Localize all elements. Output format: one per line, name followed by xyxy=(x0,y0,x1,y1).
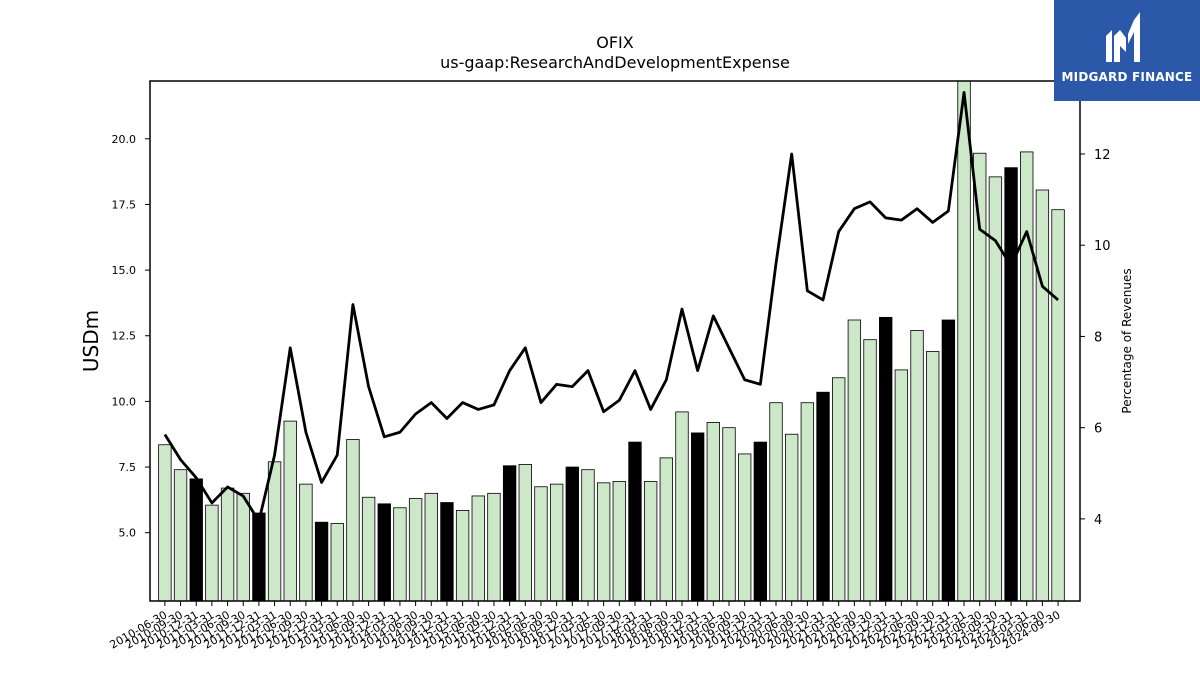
bar-2024-09-30 xyxy=(1051,209,1065,602)
bar-2020-12-31 xyxy=(816,391,830,602)
chart-subtitle: us-gaap:ResearchAndDevelopmentExpense xyxy=(440,53,790,72)
y-tick-label: 12.5 xyxy=(112,330,137,343)
bar-2022-12-31 xyxy=(941,319,956,602)
bar-2022-06-30 xyxy=(910,330,924,602)
bar-2024-03-31 xyxy=(1020,151,1034,602)
y-right-tick-label: 4 xyxy=(1094,513,1102,528)
bar-2017-06-30 xyxy=(596,482,611,602)
bar-2021-09-30 xyxy=(863,339,877,602)
bar-2013-03-31 xyxy=(330,523,344,602)
bar-2021-06-30 xyxy=(847,319,862,602)
bar-2012-12-31 xyxy=(314,521,329,602)
bar-2015-06-30 xyxy=(471,495,485,602)
y-right-tick-label: 6 xyxy=(1094,422,1102,437)
bar-2019-12-31 xyxy=(753,441,768,602)
bar-2013-12-31 xyxy=(377,503,391,602)
bar-2014-09-30 xyxy=(424,492,438,602)
bar-2014-06-30 xyxy=(408,498,423,602)
bar-2011-12-31 xyxy=(252,512,266,602)
bar-2019-06-30 xyxy=(722,427,736,602)
y-tick-label: 5.0 xyxy=(119,527,137,540)
pct-revenue-line xyxy=(163,91,1059,523)
bar-2010-09-30 xyxy=(173,469,188,602)
y-right-tick-label: 8 xyxy=(1094,330,1102,345)
y-tick-label: 7.5 xyxy=(119,461,137,474)
y-tick-label: 20.0 xyxy=(112,133,137,146)
bar-2013-09-30 xyxy=(361,496,376,602)
bar-2024-06-30 xyxy=(1035,189,1050,602)
bar-2017-09-30 xyxy=(612,481,626,602)
y-tick-label: 10.0 xyxy=(112,395,137,408)
bar-2018-06-30 xyxy=(659,457,673,602)
bar-2012-09-30 xyxy=(299,483,313,602)
y-tick-label: 15.0 xyxy=(112,264,137,277)
y-right-tick-label: 12 xyxy=(1094,148,1111,163)
bar-2019-09-30 xyxy=(738,453,752,602)
bar-2016-12-31 xyxy=(565,466,579,602)
bar-2010-06-30 xyxy=(158,444,172,602)
bar-2014-12-31 xyxy=(440,502,454,602)
bar-2016-03-31 xyxy=(518,464,532,602)
brand-name: MIDGARD FINANCE xyxy=(1061,70,1193,84)
bar-2023-12-31 xyxy=(1004,167,1018,602)
bar-2016-06-30 xyxy=(534,486,548,602)
chart-title: OFIX xyxy=(596,33,634,52)
midgard-logo-icon xyxy=(1106,12,1140,62)
bar-2016-09-30 xyxy=(549,483,564,602)
bar-2011-06-30 xyxy=(220,487,235,602)
bar-2020-03-31 xyxy=(769,402,783,602)
y-axis-label: USDm xyxy=(79,310,103,372)
bar-2017-12-31 xyxy=(628,441,642,602)
bar-2011-09-30 xyxy=(236,492,250,602)
bar-2010-12-31 xyxy=(189,478,203,602)
bar-2018-03-31 xyxy=(643,481,658,602)
y-right-tick-label: 10 xyxy=(1094,239,1111,254)
bar-2014-03-31 xyxy=(393,507,407,602)
bar-2012-06-30 xyxy=(283,420,297,602)
bar-2015-09-30 xyxy=(487,492,501,602)
bar-2022-03-31 xyxy=(894,369,909,602)
plot-frame xyxy=(149,80,1081,602)
y-tick-label: 17.5 xyxy=(112,198,137,211)
bar-2012-03-31 xyxy=(267,461,282,602)
bar-2020-06-30 xyxy=(785,433,799,602)
bar-2022-09-30 xyxy=(926,351,940,602)
bar-2018-09-30 xyxy=(675,411,689,602)
bar-2020-09-30 xyxy=(800,402,815,602)
y-axis-right-label: Percentage of Revenues xyxy=(1120,268,1134,413)
bar-2011-03-31 xyxy=(205,504,219,602)
bar-2021-03-31 xyxy=(832,377,846,602)
bar-2017-03-31 xyxy=(581,469,595,602)
bar-2023-03-31 xyxy=(957,80,971,602)
bar-2015-03-31 xyxy=(455,509,470,602)
bar-2021-12-31 xyxy=(879,316,893,602)
bar-2015-12-31 xyxy=(502,465,517,602)
bar-2019-03-31 xyxy=(706,422,720,602)
bar-2013-06-30 xyxy=(346,439,360,602)
bar-2018-12-31 xyxy=(690,432,705,602)
brand-logo: MIDGARD FINANCE xyxy=(1054,0,1200,101)
